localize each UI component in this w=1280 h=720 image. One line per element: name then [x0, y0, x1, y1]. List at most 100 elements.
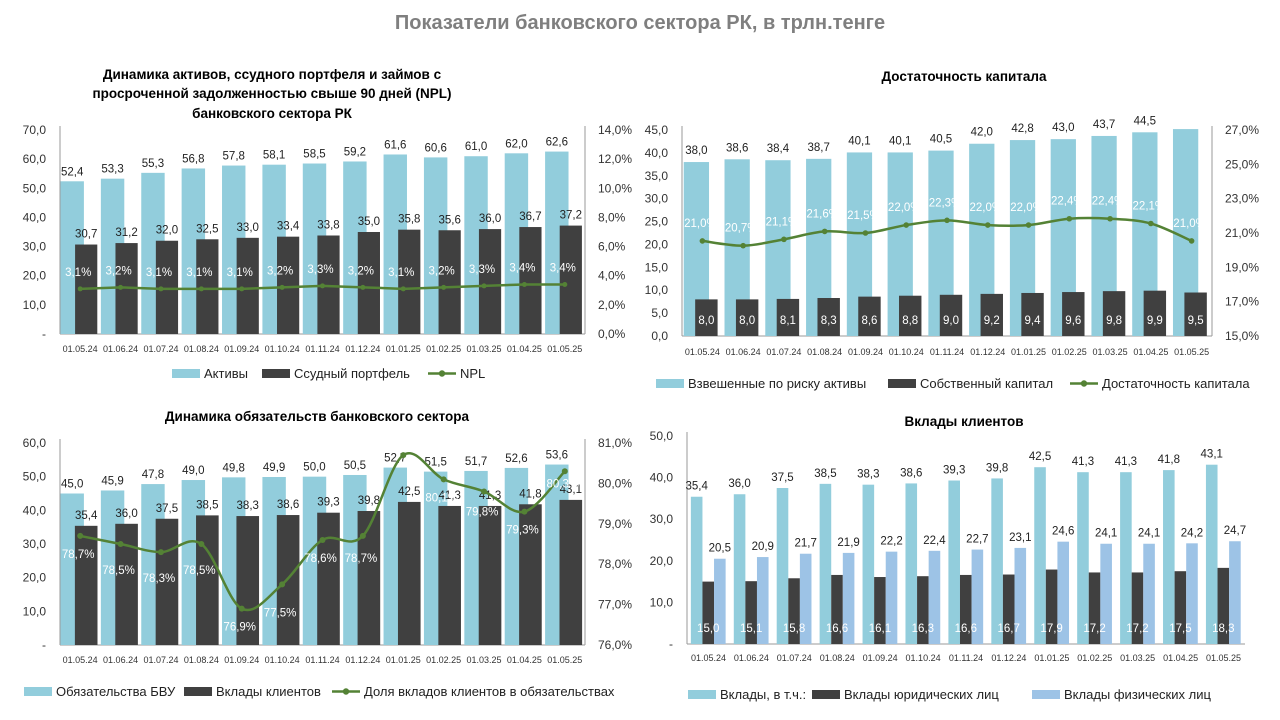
marker-npl [562, 281, 568, 287]
marker-npl [320, 283, 325, 289]
y-tick-label: - [42, 638, 46, 652]
bar-own-capital [899, 295, 922, 336]
bar-own-capital [776, 298, 800, 336]
y2-tick-label: 78,0% [598, 557, 632, 571]
y-tick-label: 15,0 [645, 260, 669, 274]
bar-deposits-legal [745, 581, 757, 644]
data-label-bvu-liabilities: 52,6 [505, 453, 527, 465]
data-label-capital-adequacy: 22,0% [1010, 202, 1043, 214]
y2-tick-label: 80,0% [598, 476, 632, 490]
data-label-own-capital: 8,0 [698, 315, 714, 327]
data-label-assets: 62,6 [546, 137, 568, 149]
y-tick-label: - [669, 637, 673, 651]
data-label-bvu-liabilities: 45,0 [61, 479, 83, 491]
bar-client-deposits [357, 511, 381, 645]
legend-deposit-share-marker [342, 688, 350, 695]
data-label-own-capital: 8,8 [902, 315, 918, 327]
bar-deposits-legal [917, 576, 929, 644]
chart-capital: Достаточность капитала 0,0 5,0 10,0 15,0 20,0… [645, 69, 1260, 391]
data-label-deposits-legal: 15,0 [697, 623, 719, 635]
data-label-deposits-legal: 16,3 [912, 623, 934, 635]
marker-deposit-share [198, 541, 205, 547]
data-label-own-capital: 8,3 [821, 315, 837, 327]
bar-client-deposits [519, 504, 542, 645]
x-tick-label: 01.12.24 [991, 653, 1026, 663]
y-tick-label: 10,0 [650, 595, 674, 609]
y2-tick-label: 4,0% [598, 269, 626, 283]
data-label-deposits-legal: 17,2 [1083, 623, 1105, 635]
legend-deposits-total-swatch [688, 690, 716, 699]
marker-npl [481, 283, 487, 289]
marker-npl [279, 284, 285, 290]
bar-client-deposits [196, 515, 219, 645]
x-tick-label: 01.05.24 [691, 653, 726, 663]
x-tick-label: 01.03.25 [467, 344, 502, 354]
data-label-loan-portfolio: 35,8 [398, 214, 420, 226]
marker-deposit-share [359, 532, 366, 539]
y-tick-label: 45,0 [645, 123, 669, 137]
bar-deposits-total [1077, 472, 1089, 644]
data-label-assets: 53,3 [101, 164, 123, 176]
data-label-risk-weighted-assets: 40,1 [848, 135, 870, 147]
data-label-deposits-individual: 23,1 [1009, 532, 1031, 544]
data-label-deposits-individual: 24,6 [1052, 526, 1074, 538]
bar-deposits-legal [1174, 571, 1187, 644]
y2-tick-label: 76,0% [598, 638, 632, 652]
bar-client-deposits [478, 505, 502, 645]
marker-deposit-share [440, 476, 447, 483]
bar-own-capital [735, 299, 759, 336]
x-tick-label: 01.03.25 [1093, 347, 1128, 357]
data-label-deposit-share: 79,3% [506, 525, 539, 537]
data-label-npl: 3,1% [227, 267, 253, 279]
data-label-bvu-liabilities: 49,9 [263, 462, 285, 474]
y2-tick-label: 19,0% [1225, 260, 1259, 274]
data-label-assets: 56,8 [182, 153, 204, 165]
chart-deposits: Вклады клиентов - 10,0 20,0 30,0 40,0 50,0 35,4… [650, 414, 1246, 702]
legend-own-capital-swatch [888, 379, 916, 388]
bar-deposits-individual [1057, 541, 1070, 644]
y-tick-label: 40,0 [650, 471, 674, 485]
y2-tick-label: 21,0% [1225, 226, 1259, 240]
y2-tick-label: 2,0% [598, 298, 626, 312]
data-label-own-capital: 9,0 [943, 315, 959, 327]
legend-loan-portfolio-label: Ссудный портфель [294, 366, 410, 381]
data-label-loan-portfolio: 37,2 [560, 210, 582, 222]
data-label-own-capital: 8,0 [739, 315, 755, 327]
x-tick-label: 01.04.25 [507, 655, 542, 665]
y-tick-label: 50,0 [23, 470, 47, 484]
data-label-deposits-legal: 18,3 [1212, 623, 1234, 635]
marker-npl [521, 281, 527, 287]
data-label-own-capital: 9,2 [984, 315, 1000, 327]
data-label-client-deposits: 41,3 [438, 490, 460, 502]
bar-deposits-individual [756, 557, 769, 644]
y-tick-label: 40,0 [23, 503, 47, 517]
bar-deposits-total [1205, 464, 1218, 644]
legend-deposits-total-label: Вклады, в т.ч.: [720, 687, 806, 702]
bar-own-capital [1102, 291, 1126, 336]
marker-deposit-share [238, 605, 245, 612]
data-label-bvu-liabilities: 53,6 [546, 450, 568, 462]
x-tick-label: 01.05.24 [685, 347, 720, 357]
data-label-client-deposits: 35,4 [75, 510, 98, 522]
data-label-deposits-total: 36,0 [728, 478, 750, 490]
data-label-assets: 61,0 [465, 141, 487, 153]
x-tick-label: 01.07.24 [766, 347, 801, 357]
x-tick-label: 01.10.24 [265, 344, 300, 354]
data-label-capital-adequacy: 22,1% [1133, 200, 1166, 212]
data-label-risk-weighted-assets: 43,7 [1093, 119, 1115, 131]
data-label-client-deposits: 43,1 [560, 484, 582, 496]
marker-capital-adequacy [1148, 220, 1154, 227]
legend-client-deposits-swatch [184, 687, 212, 696]
data-label-loan-portfolio: 32,0 [156, 225, 178, 237]
bar-own-capital [939, 294, 963, 336]
bar-deposits-total [1034, 467, 1046, 644]
data-label-bvu-liabilities: 50,0 [303, 462, 325, 474]
data-label-capital-adequacy: 20,7% [725, 223, 758, 235]
bar-deposits-legal [1045, 569, 1058, 644]
data-label-assets: 60,6 [424, 142, 446, 154]
data-label-risk-weighted-assets: 42,8 [1011, 123, 1033, 135]
data-label-client-deposits: 38,6 [277, 499, 299, 511]
data-label-npl: 3,1% [186, 267, 212, 279]
bar-client-deposits [438, 505, 461, 645]
legend-deposits-legal-swatch [812, 690, 840, 699]
